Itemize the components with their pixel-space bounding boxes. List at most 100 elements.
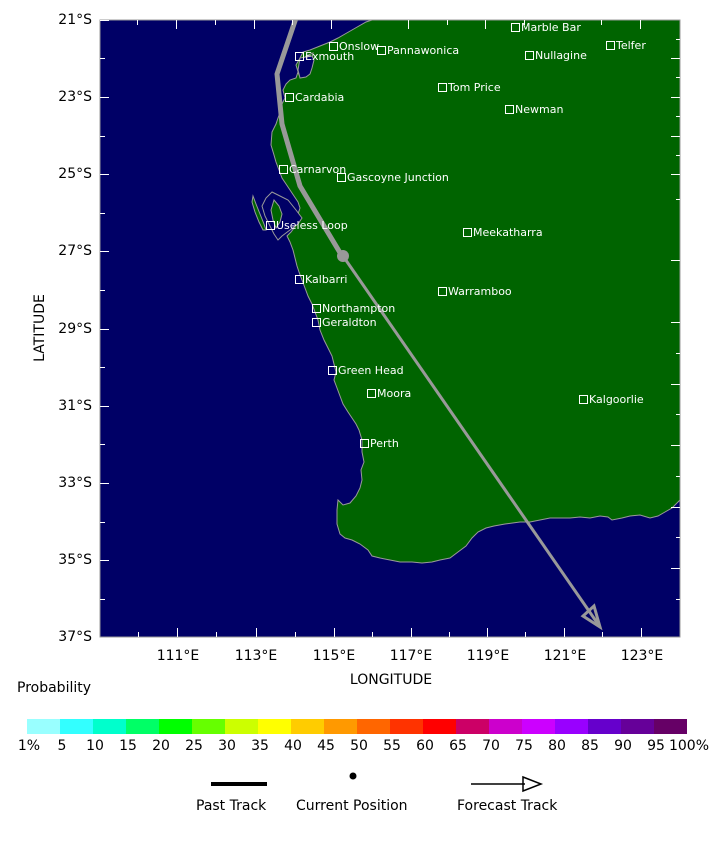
- lat-tick-label: 25°S: [58, 166, 92, 182]
- town-marker-icon: [295, 52, 304, 61]
- town-useless-loop: Useless Loop: [266, 220, 348, 231]
- colorbar-segment: [654, 719, 687, 734]
- colorbar-segment: [390, 719, 423, 734]
- town-kalgoorlie: Kalgoorlie: [579, 394, 644, 405]
- colorbar-segment: [324, 719, 357, 734]
- colorbar-tick-label: 20: [152, 738, 170, 754]
- town-marker-icon: [312, 304, 321, 313]
- colorbar-segment: [456, 719, 489, 734]
- town-exmouth: Exmouth: [295, 51, 354, 62]
- colorbar-segment: [159, 719, 192, 734]
- town-marker-icon: [438, 83, 447, 92]
- colorbar-segment: [93, 719, 126, 734]
- lon-tick-label: 117°E: [389, 648, 433, 664]
- colorbar-segment: [489, 719, 522, 734]
- colorbar-tick-label: 35: [251, 738, 269, 754]
- town-pannawonica: Pannawonica: [377, 45, 459, 56]
- longitude-ticks: [137, 20, 642, 637]
- town-marker-icon: [266, 221, 275, 230]
- longitude-axis-title: LONGITUDE: [349, 672, 433, 688]
- town-telfer: Telfer: [606, 40, 646, 51]
- colorbar-segment: [225, 719, 258, 734]
- colorbar-tick-label: 75: [515, 738, 533, 754]
- latitude-axis-title: LATITUDE: [32, 294, 48, 362]
- town-marker-icon: [505, 105, 514, 114]
- forecast-track: [341, 255, 600, 625]
- lat-tick-label: 33°S: [58, 475, 92, 491]
- colorbar-segment: [291, 719, 324, 734]
- lon-tick-label: 121°E: [543, 648, 587, 664]
- past-track: [274, 20, 345, 258]
- town-warramboo: Warramboo: [438, 286, 512, 297]
- colorbar-tick-label: 60: [416, 738, 434, 754]
- town-marker-icon: [329, 42, 338, 51]
- town-cardabia: Cardabia: [285, 92, 344, 103]
- colorbar-segment: [192, 719, 225, 734]
- town-marker-icon: [463, 228, 472, 237]
- town-marker-icon: [295, 275, 304, 284]
- town-marker-icon: [438, 287, 447, 296]
- lat-tick-label: 31°S: [58, 398, 92, 414]
- lon-tick-label: 111°E: [156, 648, 200, 664]
- current-position-legend-label: Current Position: [296, 798, 408, 814]
- lon-tick-label: 123°E: [620, 648, 664, 664]
- latitude-ticks: [100, 20, 680, 600]
- colorbar-segment: [555, 719, 588, 734]
- lat-tick-label: 29°S: [58, 321, 92, 337]
- town-marker-icon: [367, 389, 376, 398]
- town-marker-icon: [525, 51, 534, 60]
- lat-tick-label: 23°S: [58, 89, 92, 105]
- colorbar-tick-label: 90: [614, 738, 632, 754]
- town-marker-icon: [606, 41, 615, 50]
- past-track-legend-label: Past Track: [196, 798, 267, 814]
- probability-legend-title: Probability: [17, 680, 92, 696]
- colorbar-segment: [423, 719, 456, 734]
- colorbar-segment: [258, 719, 291, 734]
- town-marker-icon: [377, 46, 386, 55]
- town-marker-icon: [279, 165, 288, 174]
- dirk-hartog-island: [251, 194, 267, 231]
- town-green-head: Green Head: [328, 365, 404, 376]
- colorbar-tick-label: 1%: [17, 738, 41, 754]
- town-marker-icon: [337, 173, 346, 182]
- colorbar-tick-label: 80: [548, 738, 566, 754]
- colorbar-tick-label: 45: [317, 738, 335, 754]
- colorbar-segment: [522, 719, 555, 734]
- colorbar-tick-label: 70: [482, 738, 500, 754]
- colorbar-tick-label: 95: [647, 738, 665, 754]
- lat-tick-label: 27°S: [58, 243, 92, 259]
- town-tom-price: Tom Price: [438, 82, 501, 93]
- colorbar-tick-label: 65: [449, 738, 467, 754]
- town-marker-icon: [312, 318, 321, 327]
- town-marker-icon: [511, 23, 520, 32]
- lon-tick-label: 115°E: [312, 648, 356, 664]
- town-carnarvon: Carnarvon: [279, 164, 346, 175]
- lat-tick-label: 35°S: [58, 552, 92, 568]
- town-onslow: Onslow: [329, 41, 379, 52]
- forecast-arrowhead-icon: [580, 603, 603, 631]
- town-gascoyne-junction: Gascoyne Junction: [337, 172, 449, 183]
- lon-tick-label: 113°E: [234, 648, 278, 664]
- forecast-track-legend-arrow-icon: [522, 775, 544, 793]
- colorbar-segment: [621, 719, 654, 734]
- colorbar-tick-label: 40: [284, 738, 302, 754]
- exmouth-gulf: [297, 55, 315, 79]
- colorbar-tick-label: 30: [218, 738, 236, 754]
- colorbar-segment: [60, 719, 93, 734]
- town-marker-icon: [579, 395, 588, 404]
- colorbar-tick-label: 5: [57, 738, 67, 754]
- town-moora: Moora: [367, 388, 411, 399]
- current-position-legend-dot: [349, 772, 357, 780]
- colorbar-tick-label: 85: [581, 738, 599, 754]
- town-kalbarri: Kalbarri: [295, 274, 347, 285]
- lon-tick-label: 119°E: [466, 648, 510, 664]
- town-meekatharra: Meekatharra: [463, 227, 543, 238]
- colorbar-tick-label: 55: [383, 738, 401, 754]
- town-newman: Newman: [505, 104, 563, 115]
- colorbar-tick-label: 15: [119, 738, 137, 754]
- town-marker-icon: [328, 366, 337, 375]
- colorbar-segment: [588, 719, 621, 734]
- town-marker-icon: [360, 439, 369, 448]
- town-marble-bar: Marble Bar: [511, 22, 581, 33]
